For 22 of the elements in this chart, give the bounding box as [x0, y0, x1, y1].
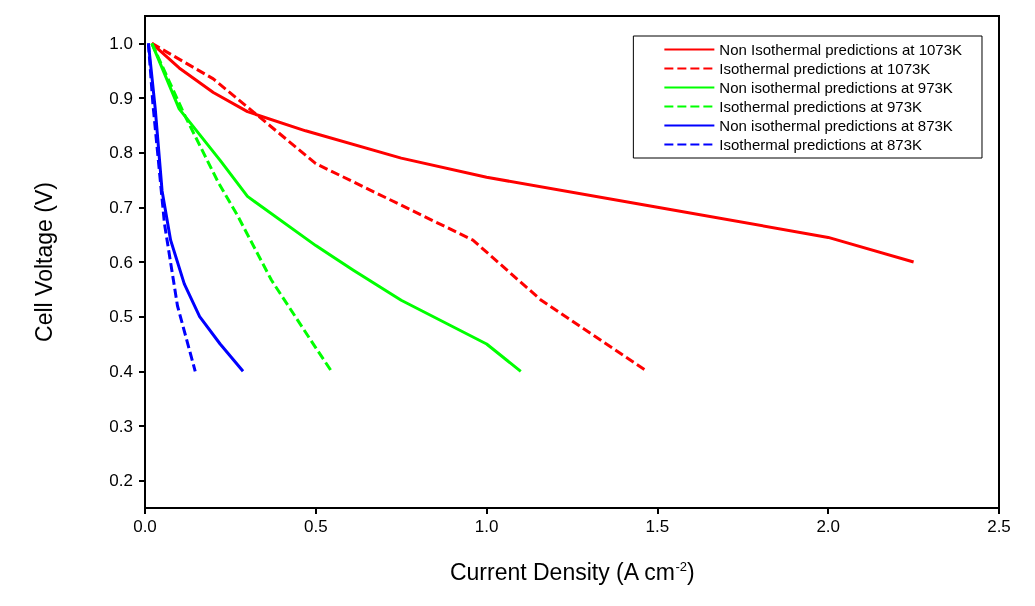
y-tick-label: 0.6 [109, 252, 133, 272]
y-tick-label: 0.2 [109, 471, 133, 491]
y-tick-label: 0.7 [109, 197, 133, 217]
y-tick-label: 0.3 [109, 416, 133, 436]
x-tick-label: 1.5 [645, 517, 670, 536]
x-tick-label: 2.5 [987, 517, 1011, 536]
legend-label: Isothermal predictions at 973K [719, 98, 922, 115]
legend-label: Isothermal predictions at 1073K [719, 60, 931, 77]
y-tick-label: 0.9 [109, 88, 133, 108]
x-tick-label: 2.0 [816, 517, 841, 536]
legend-label: Non Isothermal predictions at 1073K [719, 41, 962, 58]
y-tick-label: 0.8 [109, 143, 133, 163]
y-tick-label: 0.5 [109, 307, 133, 327]
x-tick-label: 0.5 [303, 517, 328, 536]
x-tick-label: 0.0 [133, 517, 157, 536]
y-tick-label: 0.4 [109, 361, 133, 381]
y-tick-label: 1.0 [109, 33, 133, 53]
y-axis-title: Cell Voltage (V) [30, 182, 57, 342]
legend-label: Non isothermal predictions at 873K [719, 117, 953, 134]
legend-label: Non isothermal predictions at 973K [719, 79, 953, 96]
x-tick-label: 1.0 [474, 517, 499, 536]
legend-label: Isothermal predictions at 873K [719, 136, 922, 153]
